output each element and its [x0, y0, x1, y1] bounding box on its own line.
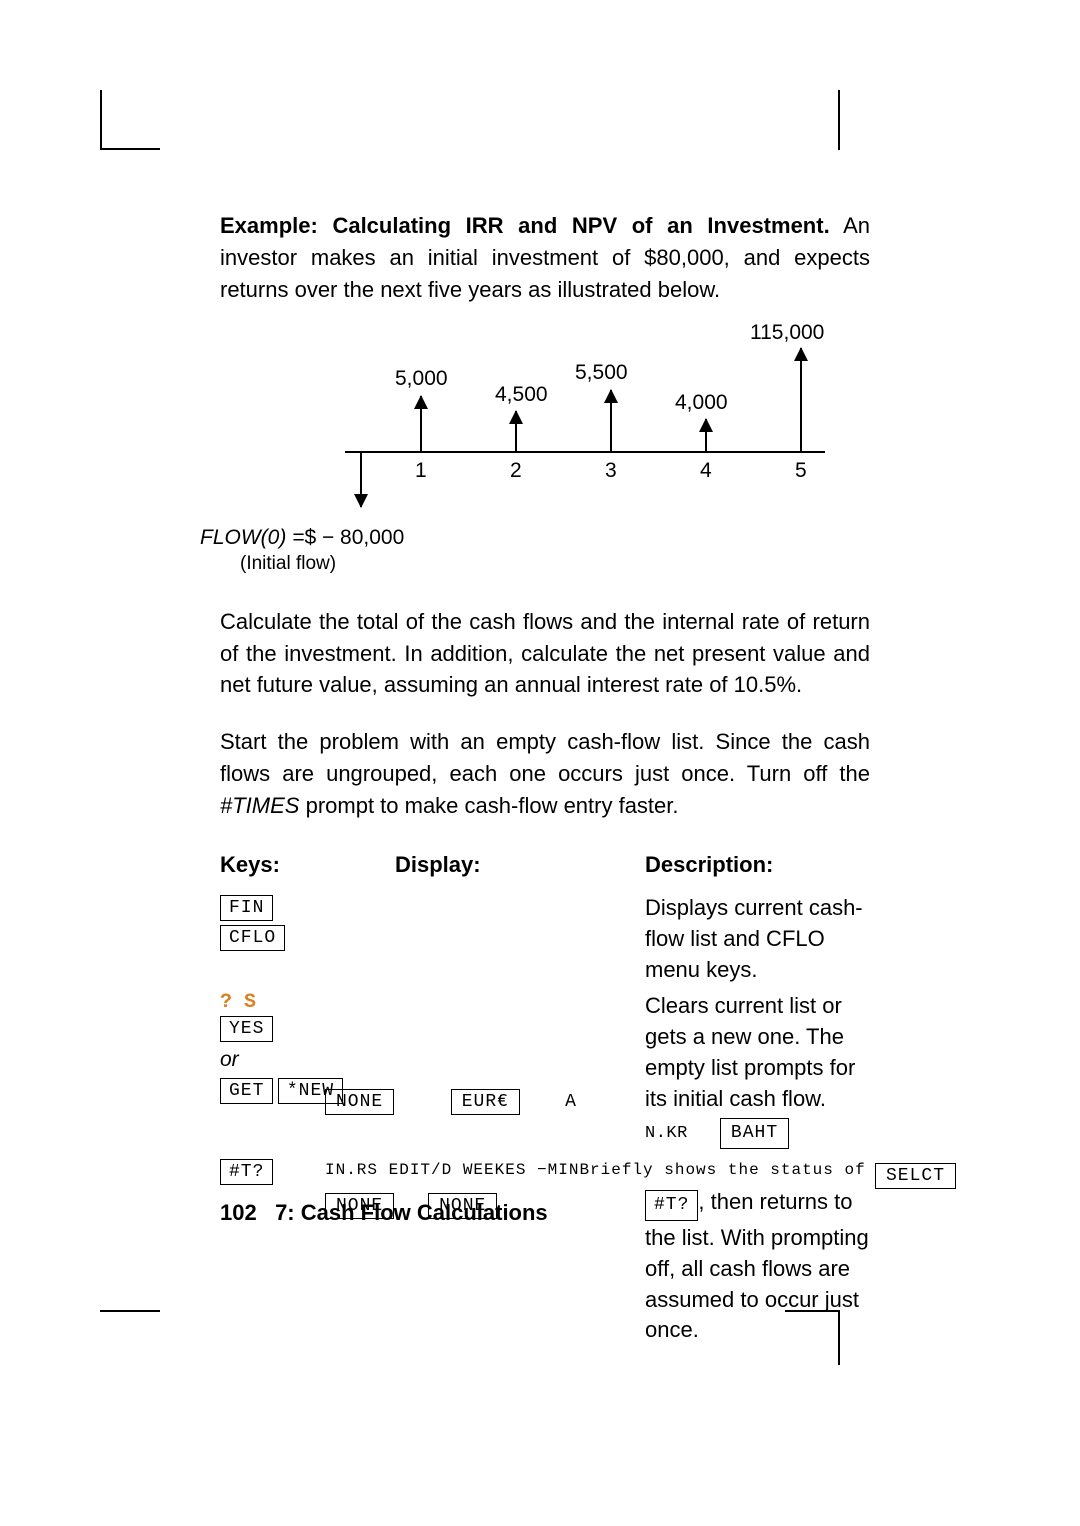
disp-eur: EUR€: [451, 1089, 520, 1115]
key-yes: YES: [220, 1016, 273, 1042]
flow0-line: FLOW(0) =$ − 80,000: [200, 526, 404, 550]
period-label-3: 3: [605, 459, 617, 483]
period-label-2: 2: [510, 459, 522, 483]
para3-times: #TIMES: [220, 793, 299, 818]
period-label-4: 4: [700, 459, 712, 483]
desc-cell: Clears current list or gets a new one. T…: [645, 991, 870, 1150]
value-label-2: 4,500: [495, 383, 548, 407]
header-keys: Keys:: [220, 852, 395, 878]
value-label-4: 4,000: [675, 391, 728, 415]
example-paragraph: Example: Calculating IRR and NPV of an I…: [220, 210, 870, 306]
period-label-5: 5: [795, 459, 807, 483]
table-header-row: Keys: Display: Description:: [220, 852, 870, 878]
header-display: Display:: [395, 852, 645, 878]
para3-a: Start the problem with an empty cash-flo…: [220, 729, 870, 786]
page-number: 102: [220, 1200, 257, 1225]
desc-tail-2: BAHT: [720, 1118, 789, 1149]
arrow-up-3: [610, 390, 612, 451]
value-label-5: 115,000: [750, 321, 824, 345]
flow0-sub: (Initial flow): [240, 553, 336, 575]
desc-t-box: #T?: [645, 1190, 698, 1221]
page-content: Example: Calculating IRR and NPV of an I…: [220, 210, 870, 1350]
overflow-line-1: IN.RS EDIT/D WEEKES −MINBriefly shows th…: [325, 1161, 866, 1179]
keys-cell: FIN CFLO: [220, 893, 395, 953]
chapter-title: 7: Cash Flow Calculations: [275, 1200, 548, 1225]
arrow-up-2: [515, 411, 517, 451]
arrow-up-5: [800, 348, 802, 451]
desc-cell: Displays current cash-flow list and CFLO…: [645, 893, 870, 985]
arrow-up-4: [705, 419, 707, 451]
key-t-toggle: #T?: [220, 1159, 273, 1185]
arrow-down-initial: [360, 452, 362, 507]
desc-text-a: Clears current list or gets a new one. T…: [645, 993, 855, 1110]
disp-a: A: [565, 1092, 576, 1112]
period-label-1: 1: [415, 459, 427, 483]
disp-none: NONE: [325, 1089, 394, 1115]
crop-mark-tr: [800, 90, 840, 150]
table-row: ? S YES or GET *NEW NONE EUR€ A Cle: [220, 991, 870, 1150]
crop-mark-tl: [100, 90, 160, 150]
instruction-para-1: Calculate the total of the cash flows an…: [220, 606, 870, 702]
table-row: #T? IN.RS EDIT/D WEEKES −MINBriefly show…: [220, 1157, 870, 1346]
header-desc: Description:: [645, 852, 870, 878]
instruction-table: Keys: Display: Description: FIN CFLO Dis…: [220, 852, 870, 1346]
key-fin: FIN: [220, 895, 273, 921]
key-cflo: CFLO: [220, 925, 285, 951]
crop-mark-bl: [100, 1310, 160, 1365]
arrow-up-1: [420, 396, 422, 451]
value-label-3: 5,500: [575, 361, 628, 385]
overflow-selct: SELCT: [875, 1161, 956, 1191]
timeline-axis: [345, 451, 825, 453]
desc-tail-1: N.KR: [645, 1124, 688, 1143]
example-title: Example: Calculating IRR and NPV of an I…: [220, 213, 830, 238]
instruction-para-2: Start the problem with an empty cash-flo…: [220, 726, 870, 822]
flow0-label: FLOW(0) =: [200, 526, 304, 549]
key-get: GET: [220, 1078, 273, 1104]
flow0-value: $ − 80,000: [304, 526, 404, 549]
shift-key: ? S: [220, 991, 256, 1014]
para3-b: prompt to make cash-flow entry faster.: [299, 793, 678, 818]
or-text: or: [220, 1044, 395, 1076]
table-row: FIN CFLO Displays current cash-flow list…: [220, 893, 870, 985]
value-label-1: 5,000: [395, 367, 448, 391]
desc-cell: #T?, then returns to the list. With prom…: [645, 1157, 870, 1346]
page-footer: 102 7: Cash Flow Calculations: [220, 1200, 548, 1226]
cashflow-diagram: 5,00014,50025,50034,0004115,0005 FLOW(0)…: [220, 331, 870, 571]
